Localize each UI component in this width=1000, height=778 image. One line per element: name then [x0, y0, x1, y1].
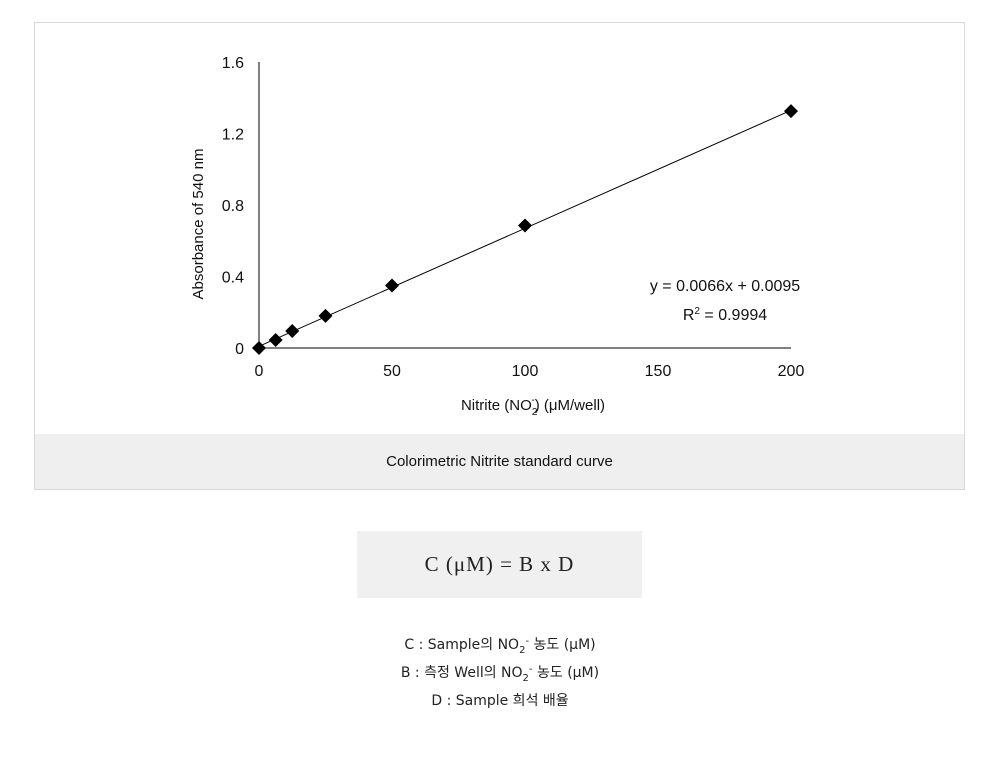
r2-prefix: R	[683, 307, 695, 324]
r-squared-label: R2 = 0.9994	[683, 306, 767, 324]
x-tick-label: 200	[778, 363, 805, 380]
legend-c-pre: C : Sample의 NO	[404, 637, 520, 653]
standard-curve-chart: 0 0.4 0.8 1.2 1.6 0 50 100 150 200 y = 0.0066x + …	[190, 55, 805, 418]
points-group	[252, 104, 798, 355]
figure-container: 0 0.4 0.8 1.2 1.6 0 50 100 150 200 y = 0.0066x + …	[34, 22, 965, 490]
x-tick-label: 100	[512, 363, 539, 380]
y-tick-label: 0	[235, 341, 244, 358]
variable-legend: C : Sample의 NO2- 농도 (μM) B : 측정 Well의 NO…	[0, 632, 1000, 714]
x-tick-label: 50	[383, 363, 401, 380]
r2-value: = 0.9994	[700, 307, 767, 324]
formula-box: C (μM) = B x D	[357, 531, 642, 598]
data-point-marker	[318, 308, 333, 323]
r2-superscript: 2	[694, 306, 700, 317]
x-axis-title-sup: -	[531, 395, 534, 406]
legend-b-pre: B : 측정 Well의 NO	[400, 665, 523, 681]
x-axis-title-sub: 2	[532, 407, 538, 418]
y-axis-title: Absorbance of 540 nm	[190, 149, 207, 300]
legend-b-sub: 2	[522, 673, 529, 684]
y-tick-label: 1.2	[222, 127, 244, 144]
trendline-equation: y = 0.0066x + 0.0095	[650, 278, 800, 295]
data-point-marker	[268, 332, 283, 347]
y-tick-label: 0.8	[222, 198, 244, 215]
x-tick-label: 0	[255, 363, 264, 380]
figure-caption: Colorimetric Nitrite standard curve	[35, 434, 964, 489]
axes-group	[258, 62, 791, 349]
x-axis-title-post: ) (μM/well)	[535, 397, 605, 414]
x-tick-label: 150	[645, 363, 672, 380]
y-tick-label: 1.6	[222, 55, 244, 72]
data-point-marker	[252, 341, 266, 355]
data-point-marker	[385, 278, 399, 293]
legend-b-post: 농도 (μM)	[532, 665, 600, 681]
legend-c-sub: 2	[519, 645, 526, 656]
ticks-group: 0 0.4 0.8 1.2 1.6 0 50 100 150 200	[222, 55, 805, 380]
y-tick-label: 0.4	[222, 270, 244, 287]
data-point-marker	[518, 218, 532, 233]
legend-line-c: C : Sample의 NO2- 농도 (μM)	[0, 632, 1000, 660]
legend-line-b: B : 측정 Well의 NO2- 농도 (μM)	[0, 660, 1000, 688]
data-point-marker	[285, 324, 300, 339]
legend-line-d: D : Sample 희석 배율	[431, 693, 569, 709]
legend-c-sup: -	[525, 636, 530, 647]
legend-b-sup: -	[528, 664, 533, 675]
chart-area: 0 0.4 0.8 1.2 1.6 0 50 100 150 200 y = 0.0066x + …	[35, 23, 964, 433]
data-point-marker	[784, 104, 798, 119]
legend-c-post: 농도 (μM)	[529, 637, 596, 653]
x-axis-title-pre: Nitrite (NO	[461, 397, 532, 414]
x-axis-title: Nitrite (NO2-) (μM/well)	[461, 395, 605, 418]
